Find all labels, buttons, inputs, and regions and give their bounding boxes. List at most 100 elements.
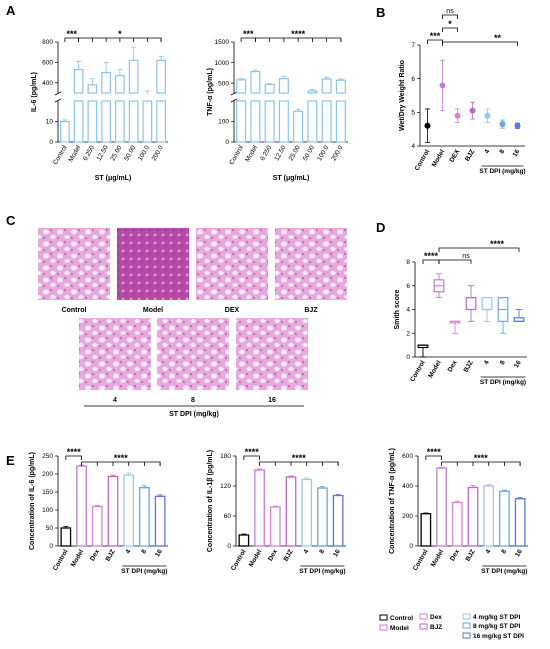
histology-label-bjz: BJZ: [304, 307, 318, 314]
histology-label-control: Control: [62, 307, 87, 314]
chart-a2: 0 100 500 1000 1500 TNF-α (pg/mL) Control Model…: [207, 29, 348, 182]
y-axis-label: TNF-α (pg/mL): [207, 68, 214, 116]
x-tick-label: 12.50: [273, 144, 287, 162]
histology-panel: Control Model DEX BJZ 4 8 16 ST DPI (mg/…: [38, 228, 347, 418]
bar: [60, 120, 70, 143]
x-tick-label: 4: [125, 548, 133, 555]
significance-bracket: [438, 247, 520, 252]
y-axis-label: Concentration of TNF-α (pg/mL): [389, 448, 396, 554]
group-label: ST DPI (mg/kg): [121, 568, 167, 575]
y-tick-label: 7: [411, 42, 415, 49]
legend-item: Model: [390, 625, 409, 632]
panel-label-d: D: [376, 220, 385, 235]
significance-label: ****: [424, 251, 439, 261]
chart-e3: 0 200 400 600 Concentration of TNF-α (pg/mL)…: [389, 447, 528, 575]
significance-label: ns: [462, 253, 470, 260]
x-tick-label: Control: [412, 548, 430, 572]
x-tick-label: 16: [513, 359, 523, 369]
bar: [101, 71, 111, 94]
x-tick-label: 4: [303, 548, 311, 555]
x-tick-label: Dex: [267, 548, 279, 562]
bar: [87, 84, 98, 94]
bar: [254, 469, 265, 547]
legend-swatch: [419, 623, 428, 630]
y-tick-label: 600: [42, 60, 53, 67]
x-tick-label: 4: [485, 548, 493, 555]
x-tick-label: 25.00: [109, 144, 123, 162]
bar-lower: [156, 100, 166, 143]
significance-label: ****: [490, 239, 505, 249]
bar-lower: [307, 100, 318, 143]
legend-swatch: [462, 632, 471, 639]
data-point: [469, 107, 476, 114]
x-tick-label: 25.00: [288, 144, 302, 162]
bar: [156, 59, 166, 94]
y-tick-label: 100: [42, 507, 53, 514]
bar: [128, 59, 139, 94]
y-tick-label: 250: [42, 453, 53, 460]
y-tick-label: 60: [224, 513, 232, 520]
bar: [123, 474, 135, 547]
panel-label-a: A: [6, 3, 16, 18]
legend-item: 4 mg/kg ST DPI: [473, 614, 521, 621]
bar: [332, 494, 344, 547]
x-tick-label: Control: [52, 144, 69, 166]
x-tick-label: Dex: [447, 359, 459, 373]
legend-item: Control: [390, 615, 413, 622]
y-tick-label: 4: [406, 307, 410, 314]
data-point: [514, 122, 521, 129]
y-tick-label: 0: [406, 354, 410, 361]
y-tick-label: 0: [409, 543, 413, 550]
bar: [73, 68, 84, 94]
x-tick-label: BJZ: [105, 548, 117, 562]
x-tick-label: 4: [483, 359, 491, 366]
data-point: [454, 112, 461, 119]
x-tick-label: Model: [431, 148, 447, 168]
y-tick-label: 1500: [215, 39, 230, 46]
bar: [154, 495, 166, 547]
legend-swatch: [462, 613, 471, 620]
histology-image-dex: [196, 228, 268, 300]
legend-swatch: [419, 613, 428, 620]
x-tick-label: 8: [318, 548, 326, 555]
x-tick-label: BJZ: [463, 359, 475, 373]
data-point: [499, 121, 506, 128]
significance-label: ****: [291, 29, 306, 39]
histology-label-st8: 8: [191, 397, 195, 404]
bar-lower: [335, 100, 346, 143]
histology-image-st16: [236, 318, 308, 390]
bar: [76, 465, 87, 547]
bar-lower: [73, 100, 84, 143]
significance-label: ***: [430, 31, 441, 41]
histology-image-st8: [157, 318, 229, 390]
legend: Control Model Dex BJZ 4 mg/kg ST DPI 8 mg/kg …: [379, 613, 524, 640]
bar: [293, 110, 304, 143]
significance-label: ****: [474, 453, 489, 463]
x-tick-label: 16: [514, 548, 524, 558]
x-tick-label: DEX: [448, 148, 461, 164]
significance-label: ****: [292, 453, 307, 463]
bar: [60, 527, 72, 547]
y-tick-label: 400: [402, 483, 413, 490]
y-axis-label: Concentration of IL-1β (pg/mL): [207, 450, 214, 552]
bar: [321, 78, 332, 94]
significance-bracket: [425, 455, 442, 460]
x-tick-label: Model: [67, 144, 82, 163]
bar: [451, 501, 463, 547]
significance-label: ns: [446, 8, 454, 15]
axis-break-mark: [230, 91, 238, 96]
y-tick-label: 1000: [215, 60, 230, 67]
significance-bracket: [442, 27, 458, 32]
bar: [115, 75, 125, 94]
significance-bracket: [65, 455, 82, 460]
x-tick-label: Control: [52, 548, 70, 572]
bar: [269, 506, 281, 547]
bar: [335, 79, 346, 94]
x-tick-label: 8: [498, 148, 506, 155]
x-tick-label: 50.00: [123, 144, 137, 162]
y-tick-label: 800: [42, 39, 53, 46]
histology-label-st4: 4: [113, 397, 117, 404]
legend-swatch: [379, 624, 388, 631]
y-tick-label: 400: [42, 80, 53, 87]
